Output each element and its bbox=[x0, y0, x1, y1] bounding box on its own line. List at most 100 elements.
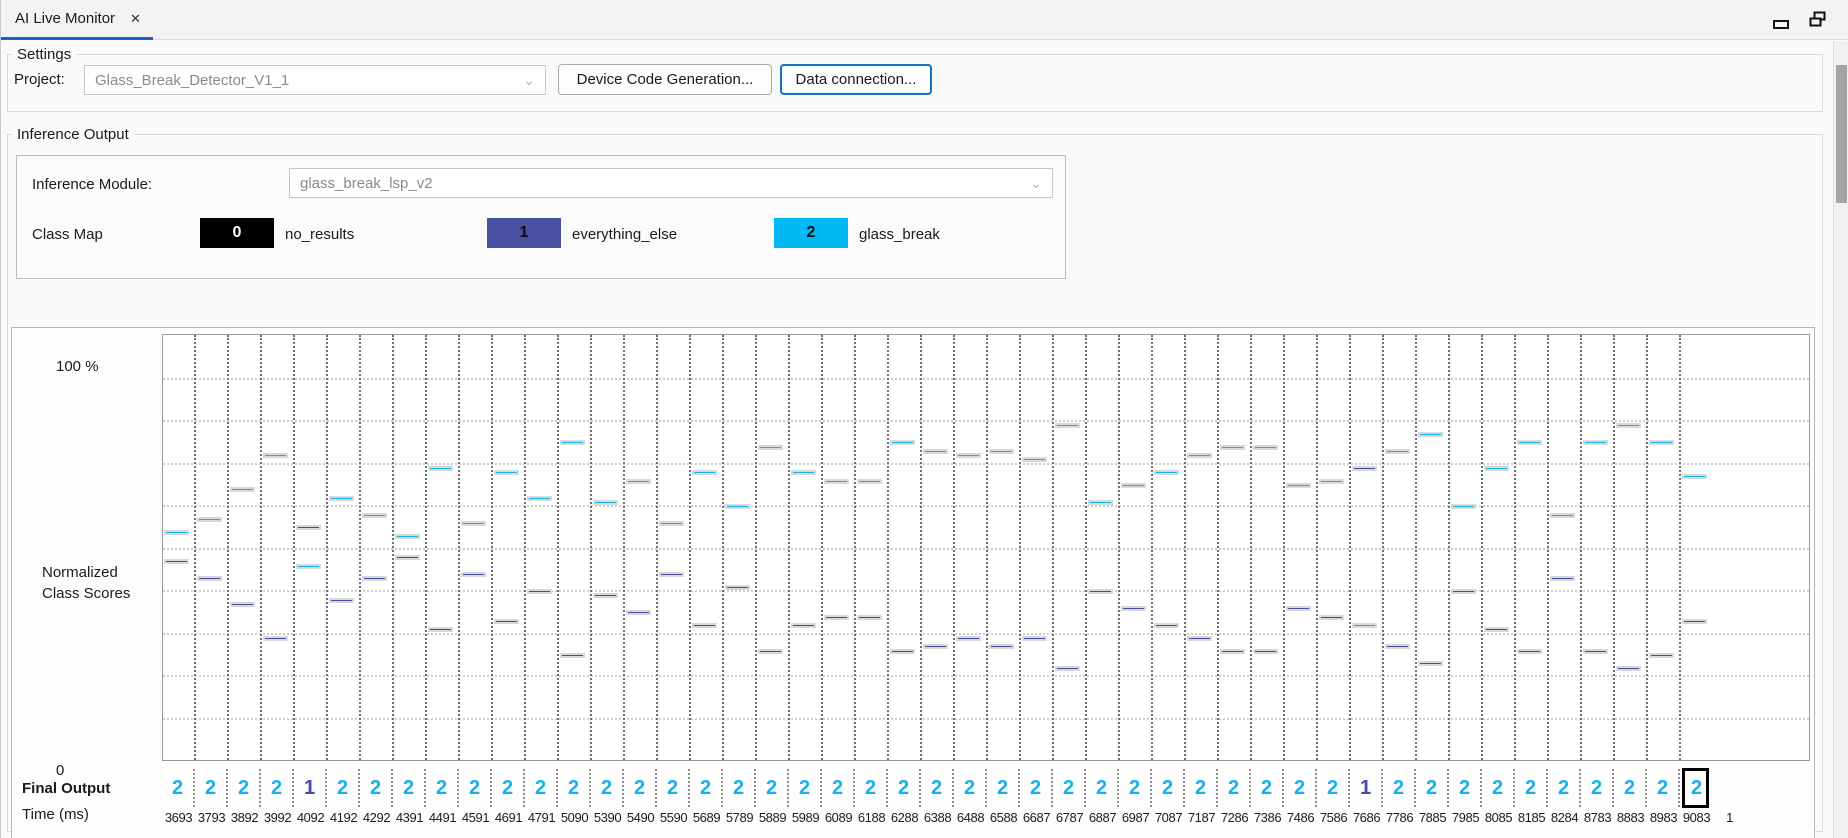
plot-column bbox=[1186, 335, 1219, 760]
time-tick-label: 6288 bbox=[890, 810, 919, 825]
plot-column bbox=[889, 335, 922, 760]
score-mark-glass-break bbox=[197, 516, 222, 522]
score-mark-glass-break bbox=[428, 465, 453, 471]
time-tick-label: 6987 bbox=[1121, 810, 1150, 825]
plot-column bbox=[823, 335, 856, 760]
score-mark-everything-else bbox=[791, 623, 816, 628]
score-mark-glass-break bbox=[1121, 482, 1146, 488]
final-output-value: 2 bbox=[1185, 769, 1218, 807]
tab-ai-live-monitor[interactable]: AI Live Monitor ✕ bbox=[1, 0, 153, 40]
time-tick-label: 4391 bbox=[395, 810, 424, 825]
time-tick-label: 3892 bbox=[230, 810, 259, 825]
score-mark-everything-else bbox=[1550, 576, 1575, 582]
plot-column bbox=[1384, 335, 1417, 760]
score-mark-everything-else bbox=[1682, 618, 1707, 624]
final-output-value: 2 bbox=[987, 769, 1020, 807]
score-mark-glass-break bbox=[164, 529, 189, 535]
plot-column bbox=[1318, 335, 1351, 760]
score-mark-everything-else bbox=[1055, 665, 1080, 671]
plot-column bbox=[328, 335, 361, 760]
project-select[interactable]: Glass_Break_Detector_V1_1 ⌄ bbox=[84, 65, 546, 95]
final-output-value: 2 bbox=[327, 769, 360, 807]
final-output-value: 2 bbox=[1515, 769, 1548, 807]
plot-column bbox=[856, 335, 889, 760]
score-mark-glass-break bbox=[296, 563, 321, 569]
restore-icon[interactable] bbox=[1809, 11, 1826, 32]
final-output-value: 2 bbox=[1284, 769, 1317, 807]
plot-column bbox=[493, 335, 526, 760]
time-tick-label: 4192 bbox=[329, 810, 358, 825]
inference-module-select[interactable]: glass_break_lsp_v2 ⌄ bbox=[289, 168, 1053, 198]
vertical-scrollbar-thumb[interactable] bbox=[1836, 65, 1847, 203]
plot-column bbox=[1648, 335, 1681, 760]
time-tick-label: 7187 bbox=[1187, 810, 1216, 825]
plot-column bbox=[559, 335, 592, 760]
time-tick-label: 5590 bbox=[659, 810, 688, 825]
score-mark-everything-else bbox=[725, 584, 750, 590]
final-output-value: 2 bbox=[1086, 769, 1119, 807]
vertical-scrollbar[interactable] bbox=[1833, 41, 1848, 838]
time-tick-label: 7486 bbox=[1286, 810, 1315, 825]
device-code-generation-button[interactable]: Device Code Generation... bbox=[558, 64, 772, 95]
plot-column bbox=[1516, 335, 1549, 760]
time-tick-label: 6588 bbox=[989, 810, 1018, 825]
score-mark-everything-else bbox=[560, 652, 585, 658]
plot-column bbox=[658, 335, 691, 760]
project-select-value: Glass_Break_Detector_V1_1 bbox=[95, 71, 290, 89]
plot-column bbox=[1021, 335, 1054, 760]
score-mark-glass-break bbox=[560, 440, 585, 446]
final-output-value: 2 bbox=[789, 769, 822, 807]
score-mark-glass-break bbox=[725, 504, 750, 509]
score-mark-everything-else bbox=[1154, 623, 1179, 628]
final-output-value: 2 bbox=[360, 769, 393, 807]
score-mark-everything-else bbox=[692, 623, 717, 628]
score-mark-glass-break bbox=[1451, 504, 1476, 509]
tab-title: AI Live Monitor bbox=[15, 10, 116, 27]
time-tick-label: 6687 bbox=[1022, 810, 1051, 825]
data-connection-button[interactable]: Data connection... bbox=[780, 64, 932, 95]
score-mark-glass-break bbox=[362, 512, 387, 518]
time-tick-label: 8185 bbox=[1517, 810, 1546, 825]
score-mark-everything-else bbox=[1187, 635, 1212, 641]
time-tick-label: 8983 bbox=[1649, 810, 1678, 825]
plot-column bbox=[229, 335, 262, 760]
time-tick-label: 4292 bbox=[362, 810, 391, 825]
project-label: Project: bbox=[14, 71, 65, 88]
y-axis-zero-label: 0 bbox=[56, 762, 65, 779]
class-name-2: glass_break bbox=[859, 226, 940, 243]
final-output-value: 2 bbox=[591, 769, 624, 807]
plot-column bbox=[724, 335, 757, 760]
y-axis-title: Normalized Class Scores bbox=[42, 562, 130, 604]
final-output-value: 1 bbox=[1350, 769, 1383, 807]
final-output-value: 2 bbox=[1119, 769, 1152, 807]
score-mark-glass-break bbox=[1616, 423, 1641, 429]
score-mark-everything-else bbox=[362, 576, 387, 582]
score-mark-glass-break bbox=[494, 470, 519, 475]
score-mark-everything-else bbox=[230, 601, 255, 607]
score-mark-glass-break bbox=[1088, 499, 1113, 505]
score-mark-glass-break bbox=[989, 448, 1014, 454]
time-tick-label: 7686 bbox=[1352, 810, 1381, 825]
final-output-value: 2 bbox=[459, 769, 492, 807]
final-output-value: 2 bbox=[1383, 769, 1416, 807]
score-mark-everything-else bbox=[395, 555, 420, 560]
score-mark-everything-else bbox=[593, 593, 618, 599]
class-map-label: Class Map bbox=[32, 226, 103, 243]
time-tick-label: 8883 bbox=[1616, 810, 1645, 825]
final-output-value: 2 bbox=[195, 769, 228, 807]
tab-close-icon[interactable]: ✕ bbox=[130, 10, 141, 26]
final-output-value: 2 bbox=[921, 769, 954, 807]
minimize-icon[interactable] bbox=[1773, 19, 1789, 29]
score-mark-everything-else bbox=[1022, 635, 1047, 641]
time-axis-label: Time (ms) bbox=[22, 806, 89, 823]
time-tick-label: 3992 bbox=[263, 810, 292, 825]
plot-column bbox=[1615, 335, 1648, 760]
tab-bar: AI Live Monitor ✕ bbox=[1, 0, 1848, 40]
score-mark-glass-break bbox=[857, 478, 882, 484]
plot-column bbox=[460, 335, 493, 760]
score-mark-glass-break bbox=[1220, 444, 1245, 450]
score-mark-everything-else bbox=[197, 576, 222, 582]
score-mark-everything-else bbox=[1088, 589, 1113, 594]
final-output-value: 2 bbox=[1548, 769, 1581, 807]
